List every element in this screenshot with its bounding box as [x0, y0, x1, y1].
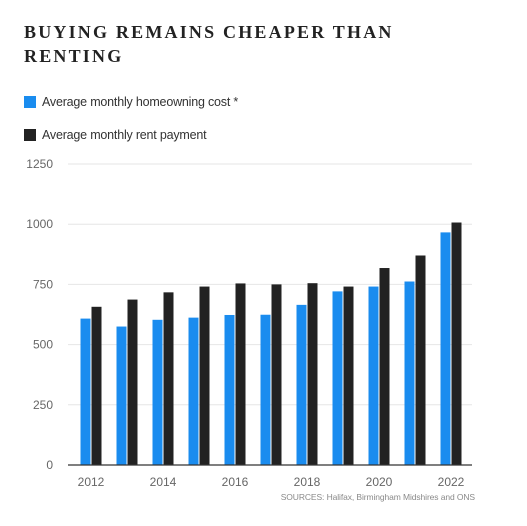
- y-tick-label: 0: [46, 458, 53, 472]
- legend-swatch-rent: [24, 129, 36, 141]
- bar-rent: [163, 292, 174, 465]
- bar-homeowning: [188, 317, 199, 465]
- bar-homeowning: [152, 319, 163, 465]
- y-tick-label: 1250: [26, 157, 53, 171]
- bar-rent: [271, 284, 282, 465]
- bar-rent: [199, 286, 210, 465]
- x-tick-label: 2022: [438, 475, 465, 489]
- x-tick-label: 2016: [222, 475, 249, 489]
- source-note: SOURCES: Halifax, Birmingham Midshires a…: [280, 492, 475, 502]
- bar-rent: [127, 299, 138, 465]
- y-tick-label: 500: [33, 338, 53, 352]
- legend-label-homeowning: Average monthly homeowning cost *: [42, 95, 239, 109]
- legend-item-homeowning: Average monthly homeowning cost *: [24, 93, 238, 111]
- bar-homeowning: [404, 281, 415, 465]
- x-tick-label: 2014: [150, 475, 177, 489]
- bar-homeowning: [80, 318, 91, 465]
- bar-rent: [307, 283, 318, 465]
- bar-homeowning: [368, 286, 379, 465]
- legend-item-rent: Average monthly rent payment: [24, 126, 238, 144]
- bar-rent: [343, 286, 354, 465]
- legend-label-rent: Average monthly rent payment: [42, 128, 207, 142]
- y-tick-label: 250: [33, 398, 53, 412]
- chart-title: BUYING REMAINS CHEAPER THAN RENTING: [24, 22, 394, 66]
- bar-rent: [415, 255, 426, 465]
- bar-rent: [451, 222, 462, 465]
- bar-homeowning: [116, 326, 127, 465]
- bar-rent: [235, 283, 246, 465]
- x-tick-label: 2012: [78, 475, 105, 489]
- bar-rent: [91, 306, 102, 465]
- legend: Average monthly homeowning cost * Averag…: [24, 93, 238, 159]
- legend-swatch-homeowning: [24, 96, 36, 108]
- y-tick-label: 750: [33, 277, 53, 291]
- bar-rent: [379, 268, 390, 465]
- bar-homeowning: [332, 291, 343, 465]
- y-tick-label: 1000: [26, 217, 53, 231]
- bar-homeowning: [296, 304, 307, 465]
- x-tick-label: 2020: [366, 475, 393, 489]
- x-tick-label: 2018: [294, 475, 321, 489]
- bar-homeowning: [224, 314, 235, 465]
- bar-homeowning: [440, 232, 451, 465]
- bar-homeowning: [260, 314, 271, 465]
